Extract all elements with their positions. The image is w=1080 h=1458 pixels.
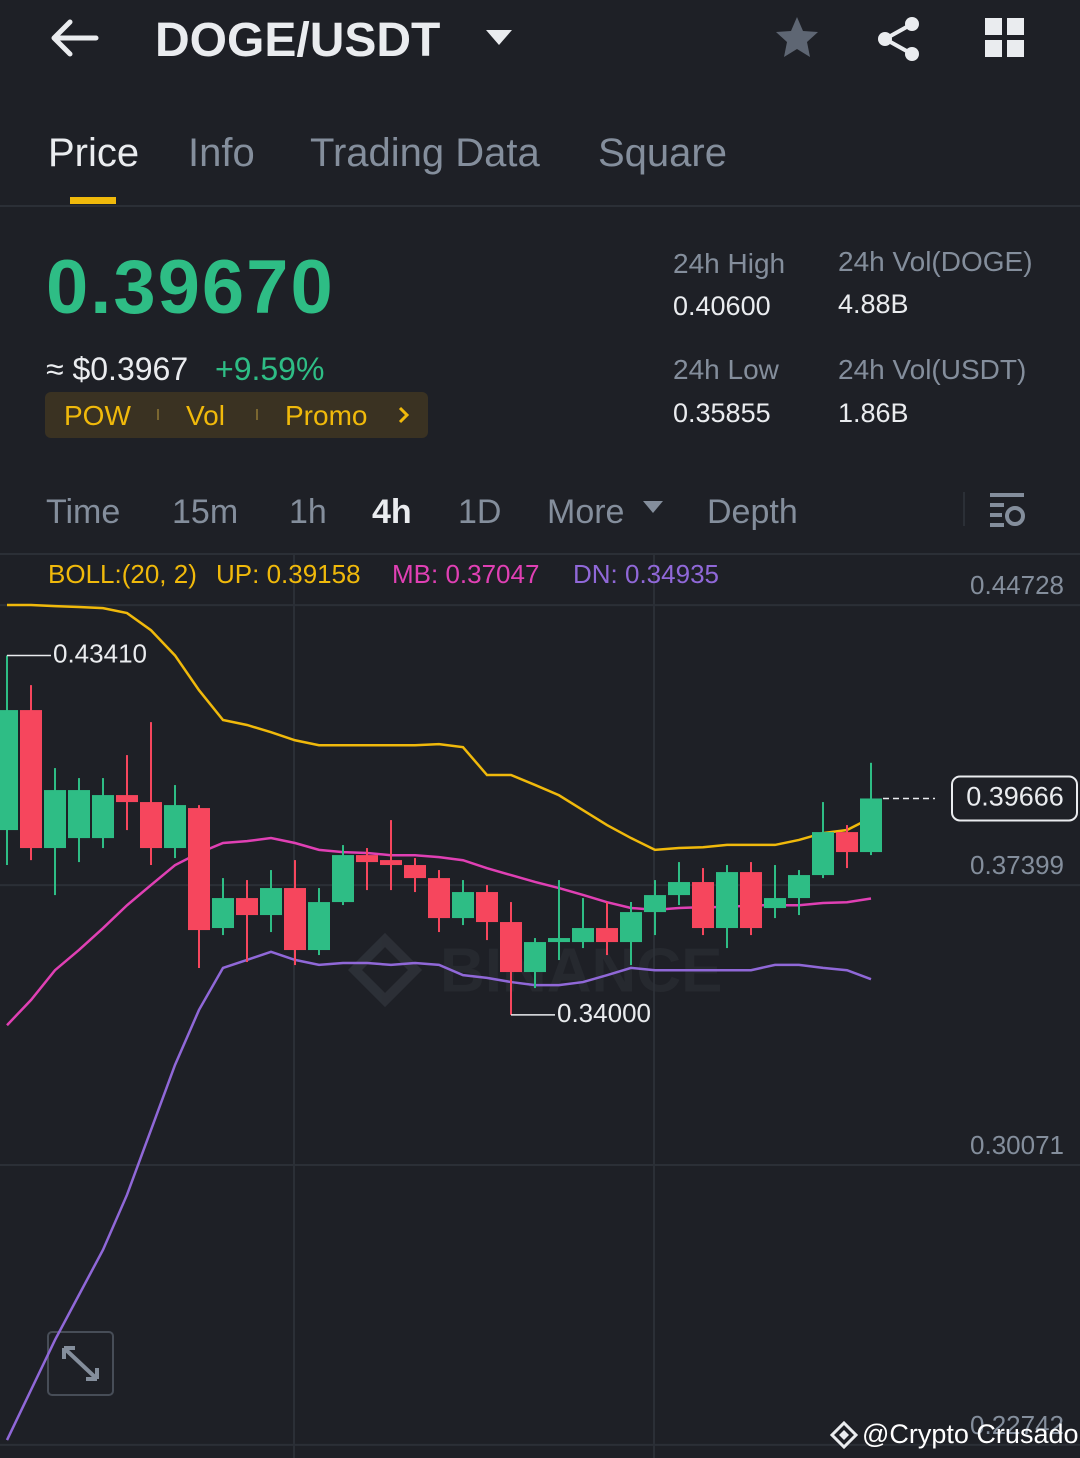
pair-dropdown[interactable] bbox=[484, 28, 514, 48]
interval[interactable]: More bbox=[547, 493, 625, 531]
y-tick-label: 0.22742 bbox=[970, 1410, 1064, 1440]
candle-body bbox=[740, 872, 762, 929]
stat-label: 24h High bbox=[673, 248, 786, 279]
tag-bar[interactable] bbox=[45, 392, 428, 438]
candle-body bbox=[260, 888, 282, 916]
candle-body bbox=[476, 892, 498, 923]
divider bbox=[0, 553, 1080, 555]
stat-value: 4.88B bbox=[838, 289, 909, 319]
candle-body bbox=[788, 875, 810, 899]
indicator-label: MB: 0.37047 bbox=[392, 559, 539, 589]
tab-indicator bbox=[70, 197, 116, 204]
candle-body bbox=[92, 795, 114, 839]
more-dropdown[interactable] bbox=[642, 500, 664, 516]
y-tick-label: 0.44728 bbox=[970, 570, 1064, 600]
chevron bbox=[398, 406, 410, 424]
candle-body bbox=[716, 872, 738, 929]
annotation-label: 0.43410 bbox=[53, 638, 147, 668]
y-tick-label: 0.30071 bbox=[970, 1130, 1064, 1160]
candle-body bbox=[308, 902, 330, 951]
indicator-label: BOLL:(20, 2) bbox=[48, 559, 197, 589]
candle-body bbox=[764, 898, 786, 909]
stat-value: 1.86B bbox=[838, 398, 909, 428]
candle-body bbox=[524, 942, 546, 973]
candle-body bbox=[620, 912, 642, 943]
candle-body bbox=[212, 898, 234, 929]
tag-separator bbox=[157, 409, 159, 420]
candle-body bbox=[452, 892, 474, 919]
candle-body bbox=[236, 898, 258, 916]
tag[interactable]: Promo bbox=[285, 400, 368, 431]
candle-body bbox=[164, 805, 186, 849]
candle-body bbox=[596, 928, 618, 943]
stat-label: 24h Low bbox=[673, 354, 779, 385]
tag-separator bbox=[256, 409, 258, 420]
candle-body bbox=[644, 895, 666, 913]
candle-body bbox=[428, 878, 450, 919]
pair-title[interactable]: DOGE/USDT bbox=[155, 14, 441, 67]
candle-body bbox=[812, 832, 834, 876]
bollinger-line bbox=[7, 603, 872, 852]
tab[interactable]: Square bbox=[598, 131, 727, 175]
candle-body bbox=[548, 938, 570, 943]
candle-body bbox=[860, 798, 882, 853]
fullscreen-icon bbox=[62, 1346, 99, 1381]
favorite-button[interactable] bbox=[773, 14, 821, 62]
interval[interactable]: 4h bbox=[372, 493, 412, 531]
y-tick-label: 0.37399 bbox=[970, 850, 1064, 880]
stat-label: 24h Vol(USDT) bbox=[838, 354, 1027, 385]
bollinger-line bbox=[5, 950, 872, 1441]
divider bbox=[963, 492, 965, 526]
price-change: +9.59% bbox=[215, 351, 325, 387]
candle-body bbox=[380, 860, 402, 866]
stat-value: 0.40600 bbox=[673, 291, 771, 321]
candle-body bbox=[500, 922, 522, 973]
candle-body bbox=[284, 888, 306, 951]
candle-body bbox=[116, 795, 138, 803]
indicator-label: DN: 0.34935 bbox=[573, 559, 719, 589]
candle-body bbox=[668, 882, 690, 896]
share-button[interactable] bbox=[875, 15, 923, 63]
tag[interactable]: POW bbox=[64, 400, 131, 431]
stat-value: 0.35855 bbox=[673, 398, 771, 428]
chart-settings-button[interactable] bbox=[988, 492, 1028, 528]
interval[interactable]: Time bbox=[46, 493, 121, 531]
candle-body bbox=[44, 790, 66, 849]
candle-body bbox=[188, 808, 210, 931]
tab[interactable]: Info bbox=[188, 131, 255, 175]
last-price-box bbox=[951, 775, 1078, 822]
candle-body bbox=[68, 790, 90, 839]
stat-label: 24h Vol(DOGE) bbox=[838, 246, 1033, 277]
candle-body bbox=[140, 802, 162, 849]
candle-body bbox=[356, 855, 378, 863]
candle-body bbox=[572, 928, 594, 943]
candle-body bbox=[20, 710, 42, 849]
interval[interactable]: 15m bbox=[172, 493, 239, 531]
usd-price: ≈ $0.3967 bbox=[46, 351, 189, 387]
menu-grid-button[interactable] bbox=[984, 17, 1028, 59]
watermark: @Crypto Crusador bbox=[862, 1419, 1080, 1449]
divider bbox=[0, 205, 1080, 207]
annotation-label: 0.34000 bbox=[557, 998, 651, 1028]
watermark-logo bbox=[830, 1421, 859, 1449]
candle-body bbox=[0, 710, 18, 831]
interval[interactable]: 1h bbox=[289, 493, 327, 531]
tab[interactable]: Trading Data bbox=[310, 131, 540, 175]
candle-body bbox=[836, 832, 858, 853]
indicator-label: UP: 0.39158 bbox=[216, 559, 361, 589]
last-price-label: 0.39666 bbox=[966, 782, 1064, 812]
tab[interactable]: Price bbox=[48, 131, 140, 175]
last-price: 0.39670 bbox=[46, 245, 335, 330]
interval[interactable]: Depth bbox=[707, 493, 798, 531]
candle-body bbox=[332, 855, 354, 903]
tag[interactable]: Vol bbox=[186, 400, 225, 431]
candle-body bbox=[692, 882, 714, 929]
candle-body bbox=[404, 865, 426, 879]
back-button[interactable] bbox=[50, 18, 100, 58]
interval[interactable]: 1D bbox=[458, 493, 502, 531]
candlestick-chart: BINANCE 0.447280.373990.300710.22742BOLL… bbox=[0, 555, 1080, 1458]
fullscreen-button[interactable] bbox=[47, 1331, 114, 1396]
